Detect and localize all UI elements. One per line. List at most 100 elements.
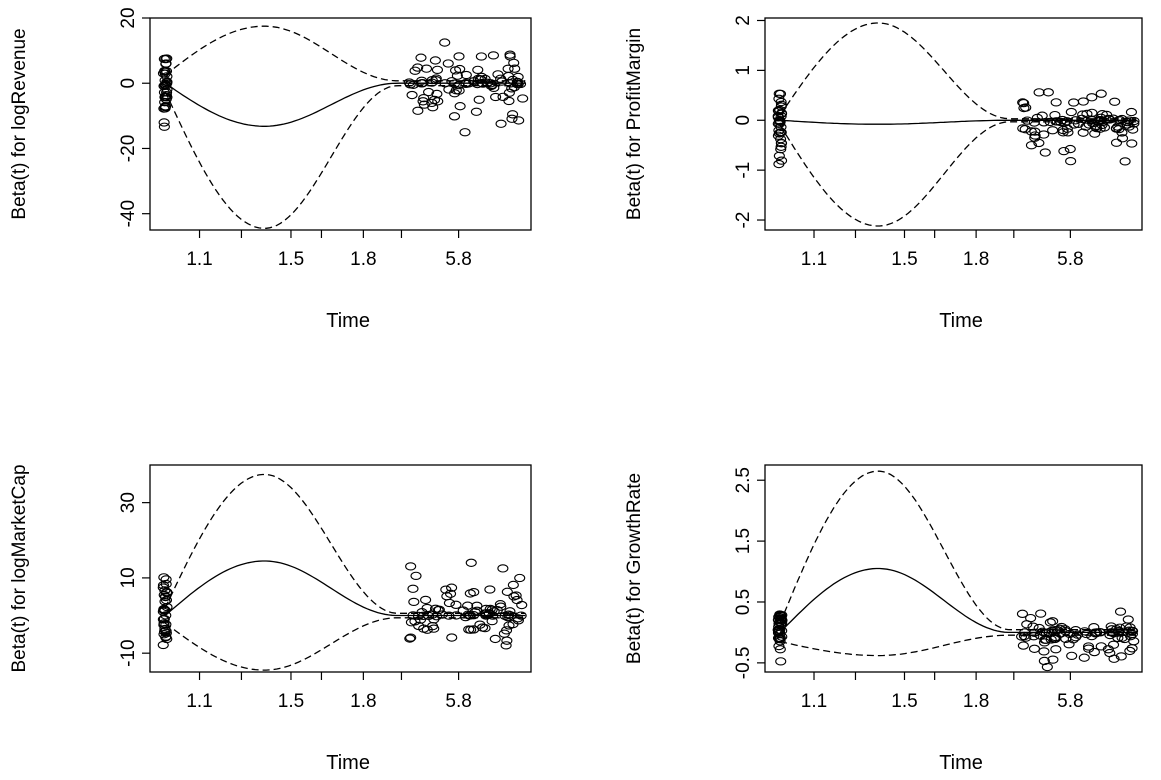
residual-point xyxy=(416,79,428,88)
residual-point xyxy=(1096,120,1108,130)
residual-point xyxy=(436,610,448,619)
panel-4: 2.5 1.5 0.5 -0.5 1.1 1.5 1.8 5.8 Time Beta(t) for… xyxy=(624,464,1143,774)
residual-point xyxy=(1039,148,1051,157)
x-axis-label: Time xyxy=(939,310,983,332)
residual-point xyxy=(1095,89,1107,98)
residual-point xyxy=(1124,646,1136,656)
residual-point xyxy=(1028,644,1041,653)
y-tick-label: 20 xyxy=(118,7,139,28)
y-tick-label: 0 xyxy=(733,115,754,126)
residual-point xyxy=(511,78,524,87)
residual-point xyxy=(1028,118,1040,127)
residual-point xyxy=(443,598,455,608)
residual-point xyxy=(514,573,526,583)
x-tick-label: 1.1 xyxy=(801,691,827,712)
residual-point xyxy=(1110,138,1123,147)
residual-point xyxy=(473,95,485,104)
residual-point xyxy=(774,117,786,127)
panel-1: 20 0 -20 -40 1.1 1.5 1.8 5.8 Time Beta(t) for log… xyxy=(9,7,532,332)
residual-point xyxy=(502,71,515,81)
residual-point xyxy=(480,609,492,618)
residual-point xyxy=(487,51,499,60)
residual-point xyxy=(1102,114,1115,123)
plot-frame xyxy=(764,464,1143,673)
residual-point xyxy=(1058,146,1070,156)
residual-point xyxy=(1017,98,1029,107)
residual-point xyxy=(407,584,419,593)
residual-point xyxy=(403,78,415,87)
x-tick-label: 5.8 xyxy=(445,249,471,270)
residual-point xyxy=(775,100,788,109)
residual-point xyxy=(426,98,438,108)
residual-point xyxy=(1072,630,1084,639)
residual-point xyxy=(1020,103,1032,112)
residual-point xyxy=(443,611,455,620)
residual-point xyxy=(504,52,516,61)
residual-point xyxy=(1125,632,1137,641)
residual-point xyxy=(157,615,169,624)
x-tick-label: 1.5 xyxy=(278,249,304,270)
residual-point xyxy=(1077,128,1089,137)
panel-3: 30 10 -10 1.1 1.5 1.8 5.8 Time Beta(t) for logMa… xyxy=(9,464,532,774)
y-axis-label: Beta(t) for logRevenue xyxy=(9,28,30,219)
residual-point xyxy=(470,107,482,116)
residual-point xyxy=(450,66,462,75)
residual-point xyxy=(159,592,171,601)
residual-point xyxy=(772,111,784,121)
residual-point xyxy=(405,633,417,642)
residual-point xyxy=(1089,122,1101,131)
residual-point xyxy=(479,623,491,633)
residual-point xyxy=(463,625,475,634)
residual-point xyxy=(158,118,170,127)
residual-point xyxy=(1096,110,1108,119)
residual-point xyxy=(773,641,785,651)
residual-point xyxy=(773,89,785,98)
upper-confidence-band xyxy=(164,25,526,82)
residual-point xyxy=(1049,110,1061,120)
residual-point xyxy=(1065,107,1077,117)
residual-point xyxy=(497,92,509,102)
residual-point xyxy=(158,104,170,113)
residual-point xyxy=(501,587,513,596)
residual-point xyxy=(1107,640,1120,649)
x-tick-label: 1.5 xyxy=(891,249,917,270)
residual-point xyxy=(501,636,513,645)
y-tick-label: -2 xyxy=(733,212,754,229)
y-tick-label: 1 xyxy=(733,65,754,76)
residual-point xyxy=(512,616,524,625)
residual-point xyxy=(1028,632,1040,641)
residual-point xyxy=(1056,115,1068,125)
residual-point xyxy=(160,629,172,638)
residual-point xyxy=(774,617,786,626)
residual-point xyxy=(1057,125,1069,135)
residual-point xyxy=(492,70,504,79)
residual-point xyxy=(1033,138,1045,148)
residual-point xyxy=(517,94,529,103)
x-tick-label: 1.1 xyxy=(186,249,212,270)
residual-point xyxy=(1085,115,1097,124)
residual-point xyxy=(158,122,170,131)
residual-point xyxy=(404,634,416,643)
residual-point xyxy=(485,81,497,91)
residual-point xyxy=(774,633,786,643)
beta-estimate-line xyxy=(779,567,1137,634)
beta-estimate-line xyxy=(164,560,526,617)
residual-point xyxy=(157,581,169,590)
residual-point xyxy=(159,93,171,102)
residual-point xyxy=(1017,124,1029,133)
residual-point xyxy=(1029,127,1041,136)
beta-estimate-line xyxy=(164,82,526,127)
residual-point xyxy=(1116,633,1128,642)
residual-point xyxy=(1078,653,1090,662)
y-tick-label: 30 xyxy=(118,492,139,513)
residual-point xyxy=(772,628,785,637)
residual-point xyxy=(495,602,507,611)
x-axis-label: Time xyxy=(326,310,370,332)
residual-point xyxy=(1068,120,1080,129)
residual-point xyxy=(417,611,429,620)
residual-point xyxy=(496,77,508,86)
residual-point xyxy=(1038,647,1050,656)
residual-point xyxy=(446,583,458,592)
residual-point xyxy=(412,63,424,72)
residual-point xyxy=(479,74,491,84)
